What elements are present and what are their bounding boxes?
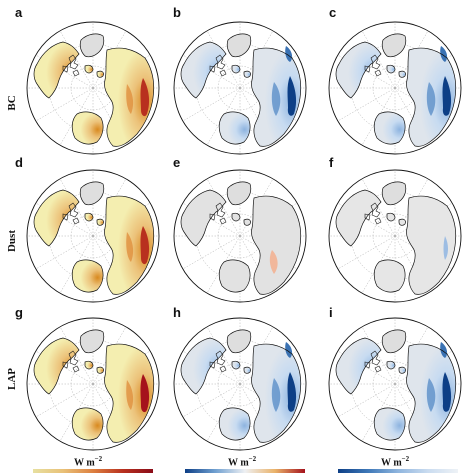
panel-letter-i: i — [329, 305, 333, 320]
colorbar-warm — [33, 469, 153, 473]
polar-map-e — [173, 169, 307, 303]
colorbar-unit-cool: W m−2 — [381, 455, 410, 469]
colorbar-diverging — [185, 469, 305, 473]
panel-letter-d: d — [15, 155, 23, 170]
panel-letter-e: e — [173, 155, 181, 170]
polar-map-d — [26, 169, 160, 303]
colorbar-unit-warm: W m−2 — [74, 455, 103, 469]
panel-letter-g: g — [15, 305, 23, 320]
polar-map-h — [173, 317, 307, 451]
panel-letter-b: b — [173, 5, 181, 20]
colorbar-unit-diverging: W m−2 — [228, 455, 257, 469]
row-label-bc: BC — [6, 95, 18, 111]
polar-map-f — [328, 169, 462, 303]
polar-map-b — [173, 21, 307, 155]
panel-letter-c: c — [329, 5, 337, 20]
row-label-lap: LAP — [6, 368, 18, 390]
panel-letter-a: a — [15, 5, 23, 20]
polar-map-a — [26, 21, 160, 155]
row-label-dust: Dust — [6, 230, 18, 253]
panel-letter-h: h — [173, 305, 181, 320]
polar-map-g — [26, 317, 160, 451]
colorbar-cool — [338, 469, 458, 473]
polar-map-i — [328, 317, 462, 451]
polar-map-c — [328, 21, 462, 155]
panel-letter-f: f — [329, 155, 334, 170]
